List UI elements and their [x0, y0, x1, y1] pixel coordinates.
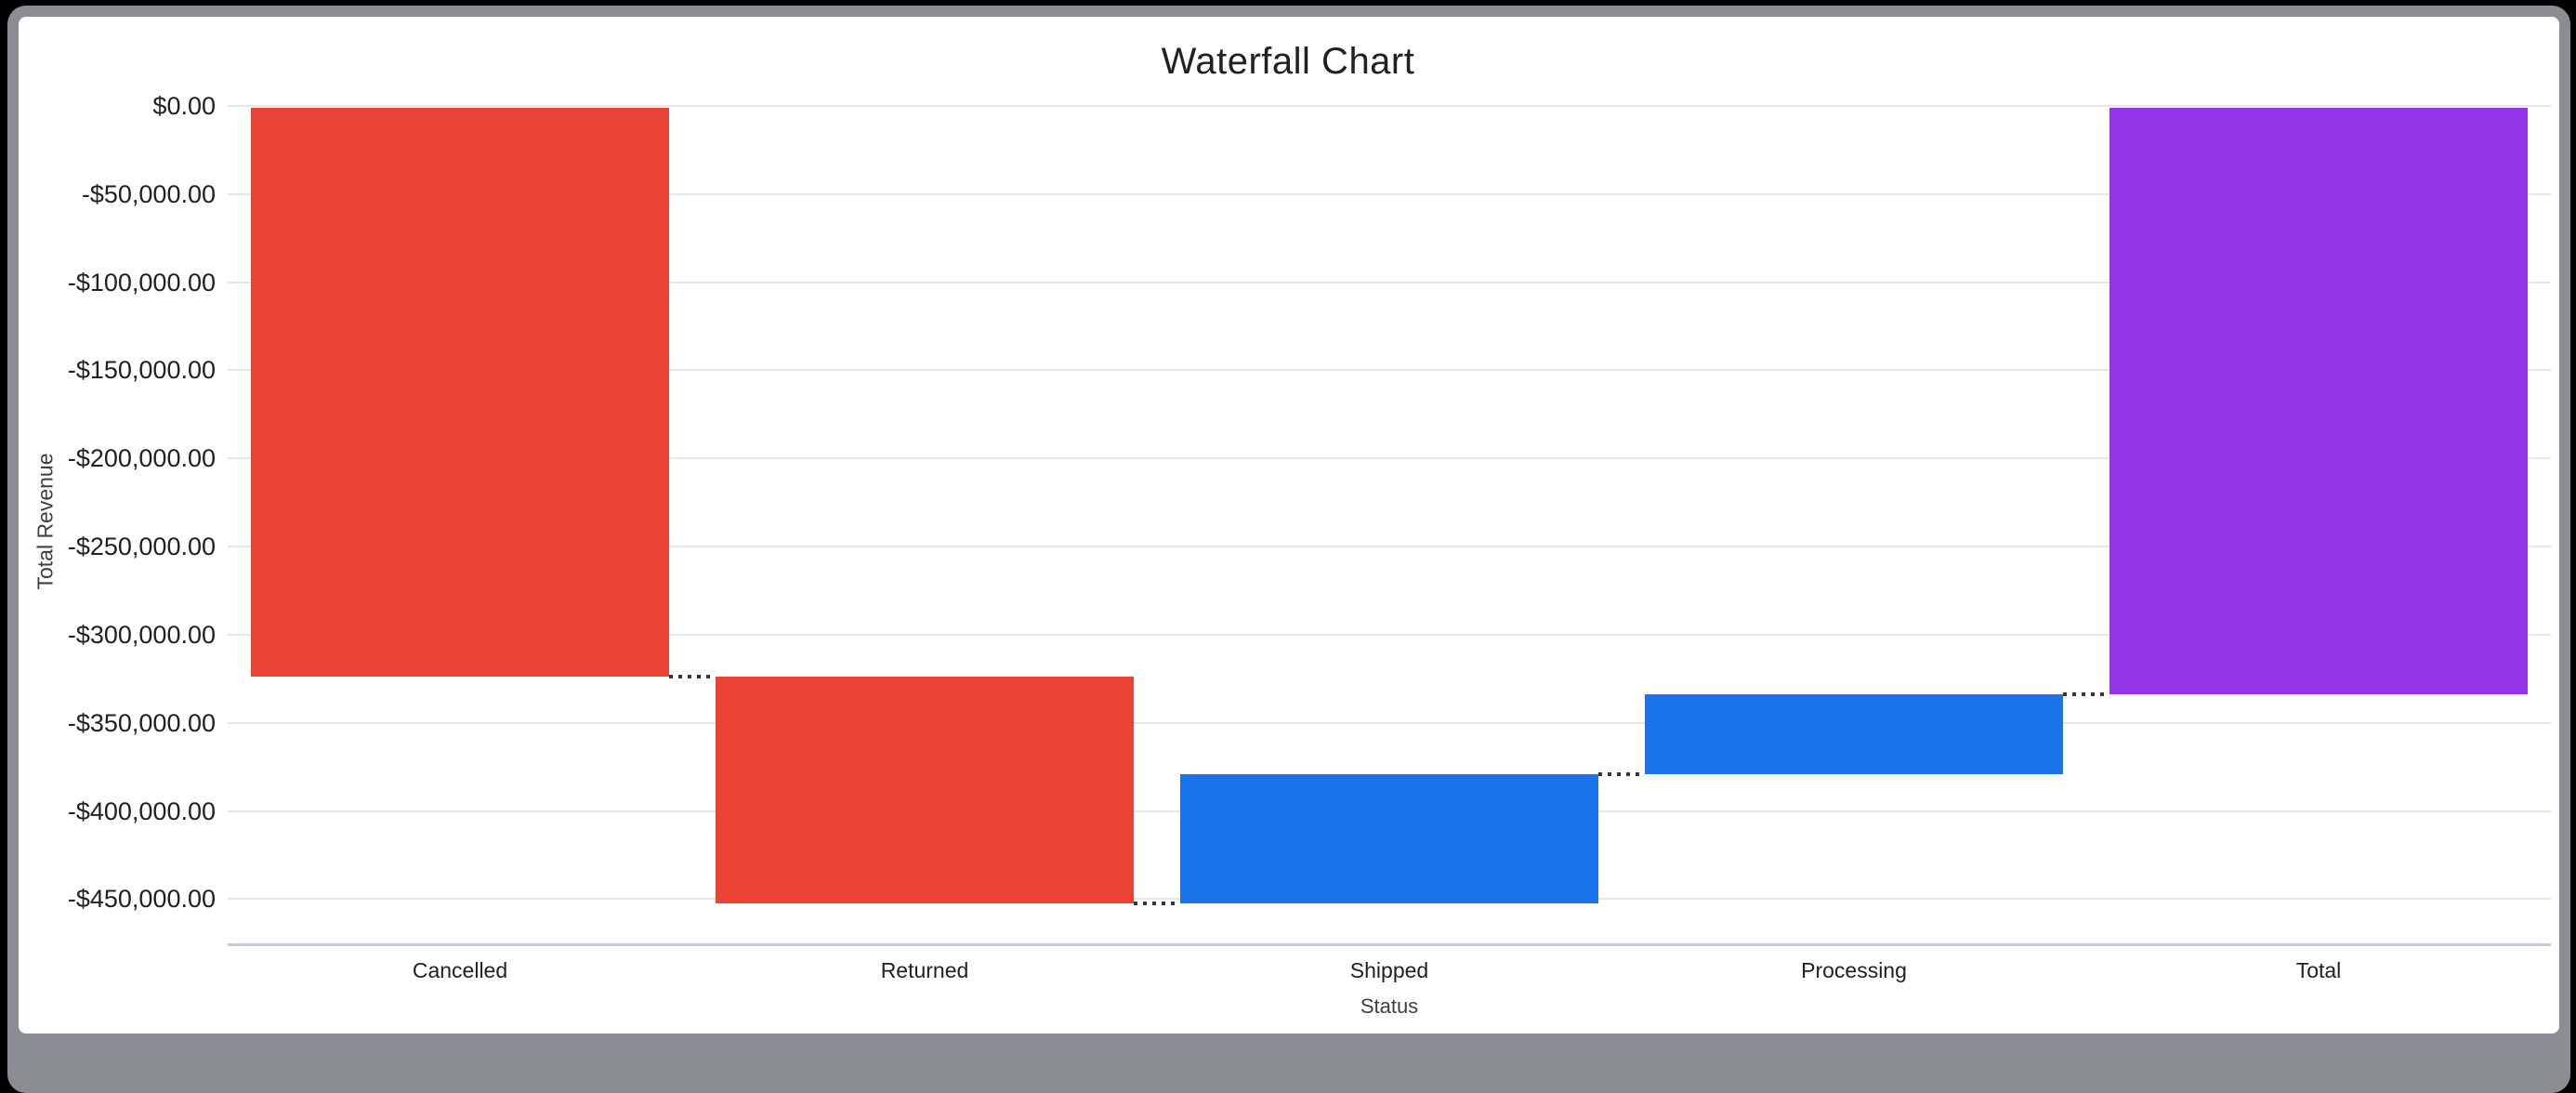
bar-returned[interactable] [716, 676, 1134, 904]
y-tick-label: -$200,000.00 [67, 444, 216, 473]
y-tick-label: -$250,000.00 [67, 533, 216, 561]
gridline [228, 105, 2551, 107]
y-tick-label: -$450,000.00 [67, 885, 216, 914]
waterfall-connector [2063, 692, 2109, 697]
x-category-label: Shipped [1349, 958, 1429, 982]
bar-total[interactable] [2109, 108, 2528, 695]
waterfall-connector [1598, 772, 1645, 776]
x-category-label: Total [2295, 958, 2342, 982]
x-axis-title: Status [1360, 994, 1419, 1018]
y-tick-label: -$300,000.00 [67, 620, 216, 649]
gridline [228, 721, 2551, 724]
x-category-label: Returned [880, 958, 969, 982]
y-tick-label: -$50,000.00 [81, 179, 216, 208]
gridline [228, 281, 2551, 283]
gridline [228, 633, 2551, 636]
waterfall-connector [669, 674, 716, 678]
y-tick-label: -$400,000.00 [67, 797, 216, 825]
gridline [228, 192, 2551, 195]
gridline [228, 369, 2551, 372]
gridline [228, 546, 2551, 548]
x-axis-baseline [228, 943, 2551, 946]
x-category-label: Processing [1801, 958, 1907, 982]
waterfall-connector [1134, 902, 1180, 906]
bar-shipped[interactable] [1180, 774, 1598, 904]
y-tick-label: -$350,000.00 [67, 708, 216, 737]
y-tick-label: $0.00 [152, 92, 216, 120]
gridline [228, 457, 2551, 460]
y-tick-label: -$150,000.00 [67, 356, 216, 385]
x-category-label: Cancelled [412, 958, 508, 982]
bar-processing[interactable] [1645, 694, 2063, 774]
y-axis-title-text: Total Revenue [33, 453, 58, 590]
y-tick-label: -$100,000.00 [67, 268, 216, 296]
bar-cancelled[interactable] [251, 108, 669, 677]
chart-title: Waterfall Chart [1161, 41, 1415, 82]
